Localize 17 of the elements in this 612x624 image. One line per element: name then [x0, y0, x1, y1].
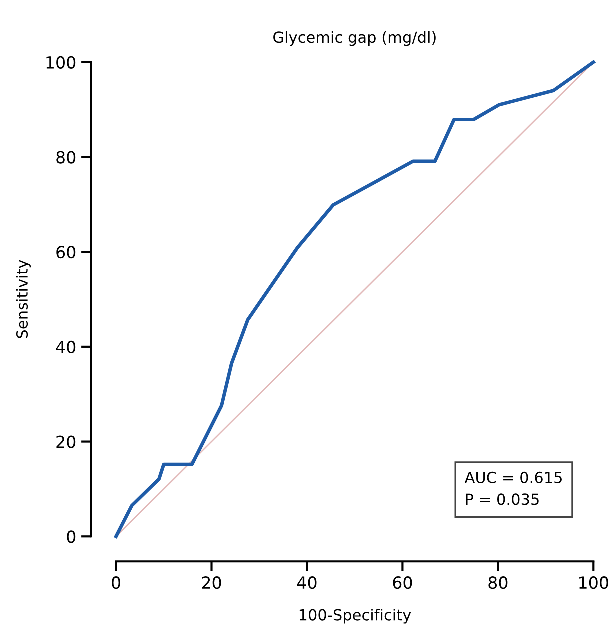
- x-axis-title: 100-Specificity: [300, 609, 412, 624]
- y-tick-label: 60: [56, 246, 76, 259]
- y-tick-label: 100: [46, 56, 76, 69]
- x-tick-label: 20: [202, 576, 222, 590]
- y-tick-label: 0: [67, 530, 76, 544]
- x-tick-label: 40: [297, 576, 317, 590]
- x-tick-label: 100: [580, 576, 608, 590]
- annotation: P = 0.035: [466, 494, 539, 506]
- annotation: AUC = 0.615: [464, 472, 562, 484]
- x-tick-label: 60: [393, 576, 412, 590]
- x-tick-label: 0: [112, 576, 120, 590]
- chart-title: Glycemic gap (mg/dl): [274, 31, 436, 46]
- y-tick-label: 40: [56, 340, 76, 354]
- x-tick-label: 80: [488, 576, 508, 590]
- y-tick-label: 80: [56, 151, 76, 164]
- y-axis-title: Sensitivity: [16, 260, 31, 338]
- y-tick-label: 20: [56, 436, 76, 448]
